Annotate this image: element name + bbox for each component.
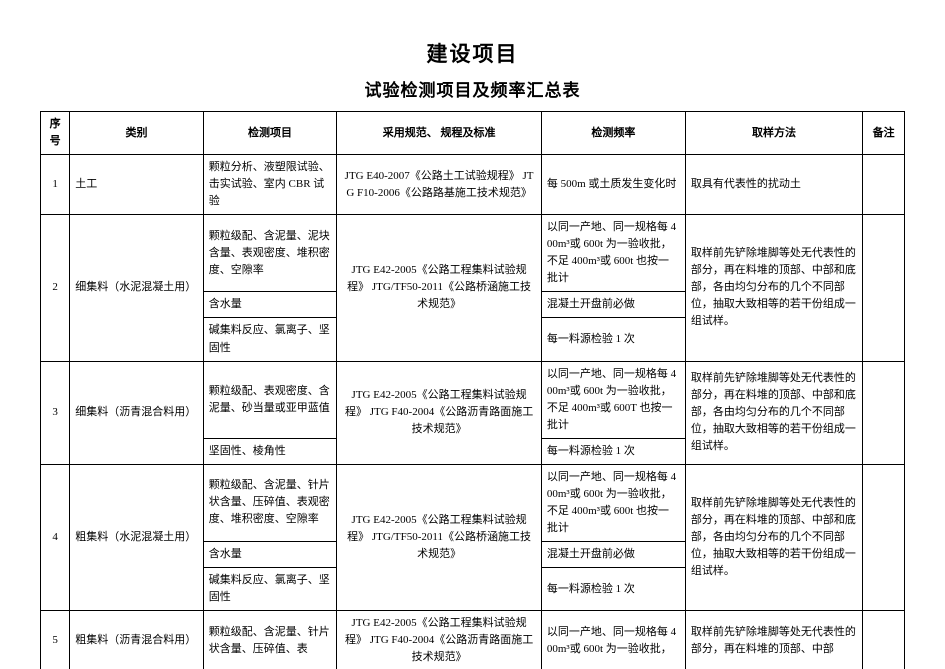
cell-sampling: 取样前先铲除堆脚等处无代表性的部分，再在料堆的顶部、中部和底部，各由均匀分布的几…: [685, 215, 862, 361]
cell-no: 3: [41, 361, 70, 464]
cell-remark: [863, 611, 905, 669]
cell-standard: JTG E42-2005《公路工程集料试验规程》 JTG F40-2004《公路…: [337, 361, 542, 464]
cell-sampling: 取样前先铲除堆脚等处无代表性的部分，再在料堆的顶部、中部: [685, 611, 862, 669]
cell-testitem: 颗粒级配、表观密度、含泥量、砂当量或亚甲蓝值: [203, 361, 337, 438]
cell-remark: [863, 361, 905, 464]
cell-testitem: 碱集料反应、氯离子、坚固性: [203, 318, 337, 361]
cell-frequency: 每一料源检验 1 次: [541, 568, 685, 611]
summary-table: 序号 类别 检测项目 采用规范、 规程及标准 检测频率 取样方法 备注 1 土工…: [40, 111, 905, 669]
table-row: 2 细集料（水泥混凝土用） 颗粒级配、含泥量、泥块含量、表观密度、堆积密度、空隙…: [41, 215, 905, 292]
col-no: 序号: [41, 112, 70, 155]
cell-category: 粗集料（水泥混凝土用）: [70, 464, 204, 610]
cell-standard: JTG E42-2005《公路工程集料试验规程》 JTG/TF50-2011《公…: [337, 464, 542, 610]
cell-frequency: 以同一产地、同一规格每 400m³或 600t 为一验收批，不足 400m³或 …: [541, 464, 685, 541]
cell-sampling: 取具有代表性的扰动土: [685, 155, 862, 215]
cell-testitem: 颗粒级配、含泥量、针片状含量、压碎值、表观密度、堆积密度、空隙率: [203, 464, 337, 541]
cell-remark: [863, 464, 905, 610]
cell-standard: JTG E40-2007《公路土工试验规程》 JTG F10-2006《公路路基…: [337, 155, 542, 215]
page-subtitle: 试验检测项目及频率汇总表: [40, 76, 905, 101]
cell-testitem: 坚固性、棱角性: [203, 438, 337, 464]
cell-no: 4: [41, 464, 70, 610]
cell-frequency: 以同一产地、同一规格每 400m³或 600t 为一验收批，不足 400m³或 …: [541, 361, 685, 438]
col-category: 类别: [70, 112, 204, 155]
cell-frequency: 每 500m 或土质发生变化时: [541, 155, 685, 215]
cell-sampling: 取样前先铲除堆脚等处无代表性的部分，再在料堆的顶部、中部和底部，各由均匀分布的几…: [685, 464, 862, 610]
cell-testitem: 碱集料反应、氯离子、坚固性: [203, 568, 337, 611]
cell-frequency: 混凝土开盘前必做: [541, 541, 685, 567]
document-page: 建设项目 试验检测项目及频率汇总表 序号 类别 检测项目 采用规范、 规程及标准…: [0, 0, 945, 669]
cell-frequency: 每一料源检验 1 次: [541, 318, 685, 361]
page-title: 建设项目: [40, 38, 905, 68]
cell-frequency: 以同一产地、同一规格每 400m³或 600t 为一验收批，不足 400m³或 …: [541, 215, 685, 292]
col-sampling: 取样方法: [685, 112, 862, 155]
cell-testitem: 颗粒分析、液塑限试验、击实试验、室内 CBR 试验: [203, 155, 337, 215]
cell-testitem: 含水量: [203, 541, 337, 567]
cell-testitem: 含水量: [203, 292, 337, 318]
col-standard: 采用规范、 规程及标准: [337, 112, 542, 155]
cell-testitem: 颗粒级配、含泥量、针片状含量、压碎值、表: [203, 611, 337, 669]
cell-category: 粗集料（沥青混合料用）: [70, 611, 204, 669]
cell-sampling: 取样前先铲除堆脚等处无代表性的部分，再在料堆的顶部、中部和底部，各由均匀分布的几…: [685, 361, 862, 464]
table-header-row: 序号 类别 检测项目 采用规范、 规程及标准 检测频率 取样方法 备注: [41, 112, 905, 155]
cell-category: 土工: [70, 155, 204, 215]
cell-no: 1: [41, 155, 70, 215]
cell-category: 细集料（水泥混凝土用）: [70, 215, 204, 361]
cell-no: 5: [41, 611, 70, 669]
col-remark: 备注: [863, 112, 905, 155]
cell-standard: JTG E42-2005《公路工程集料试验规程》 JTG F40-2004《公路…: [337, 611, 542, 669]
cell-no: 2: [41, 215, 70, 361]
cell-category: 细集料（沥青混合料用）: [70, 361, 204, 464]
table-row: 3 细集料（沥青混合料用） 颗粒级配、表观密度、含泥量、砂当量或亚甲蓝值 JTG…: [41, 361, 905, 438]
cell-frequency: 以同一产地、同一规格每 400m³或 600t 为一验收批，: [541, 611, 685, 669]
cell-frequency: 每一料源检验 1 次: [541, 438, 685, 464]
cell-testitem: 颗粒级配、含泥量、泥块含量、表观密度、堆积密度、空隙率: [203, 215, 337, 292]
table-row: 5 粗集料（沥青混合料用） 颗粒级配、含泥量、针片状含量、压碎值、表 JTG E…: [41, 611, 905, 669]
col-testitem: 检测项目: [203, 112, 337, 155]
cell-remark: [863, 155, 905, 215]
cell-frequency: 混凝土开盘前必做: [541, 292, 685, 318]
col-frequency: 检测频率: [541, 112, 685, 155]
cell-standard: JTG E42-2005《公路工程集料试验规程》 JTG/TF50-2011《公…: [337, 215, 542, 361]
table-row: 1 土工 颗粒分析、液塑限试验、击实试验、室内 CBR 试验 JTG E40-2…: [41, 155, 905, 215]
table-row: 4 粗集料（水泥混凝土用） 颗粒级配、含泥量、针片状含量、压碎值、表观密度、堆积…: [41, 464, 905, 541]
cell-remark: [863, 215, 905, 361]
